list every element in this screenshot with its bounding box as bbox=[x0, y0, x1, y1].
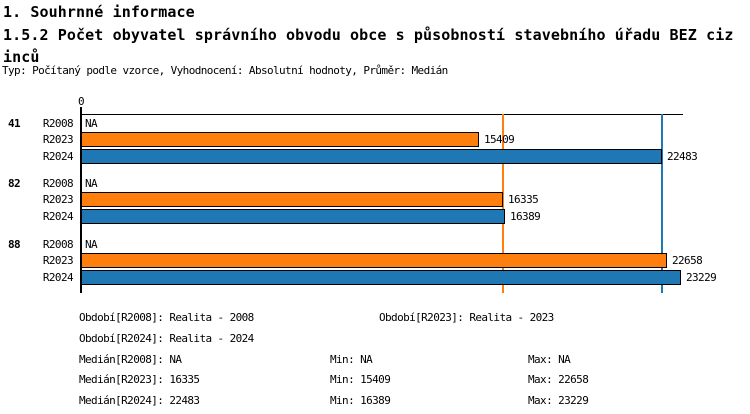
row-label: R2024 bbox=[42, 271, 74, 284]
reference-line bbox=[502, 114, 504, 293]
bar-value-label: 16389 bbox=[510, 210, 541, 223]
bar bbox=[81, 209, 505, 224]
page-title: 1.5.2 Počet obyvatel správního obvodu ob… bbox=[3, 26, 734, 66]
bar-value-label: 22658 bbox=[672, 254, 703, 267]
bar bbox=[81, 149, 662, 164]
legend-cell: Min: NA bbox=[330, 353, 373, 366]
legend-cell: Období[R2023]: Realita - 2023 bbox=[379, 311, 554, 324]
row-label: R2023 bbox=[42, 254, 74, 267]
legend-cell: Medián[R2024]: 22483 bbox=[79, 394, 200, 407]
group-label: 88 bbox=[8, 238, 21, 251]
bar-value-label: 16335 bbox=[508, 193, 539, 206]
bar-value-label: 15409 bbox=[484, 133, 515, 146]
legend-cell: Max: 23229 bbox=[528, 394, 589, 407]
legend-cell: Max: NA bbox=[528, 353, 571, 366]
legend-cell: Medián[R2008]: NA bbox=[79, 353, 182, 366]
row-label: R2008 bbox=[42, 238, 74, 251]
bar bbox=[81, 132, 479, 147]
legend-cell: Min: 15409 bbox=[330, 373, 391, 386]
na-value-label: NA bbox=[85, 177, 98, 190]
row-label: R2008 bbox=[42, 177, 74, 190]
row-label: R2024 bbox=[42, 150, 74, 163]
legend-cell: Medián[R2023]: 16335 bbox=[79, 373, 200, 386]
row-label: R2024 bbox=[42, 210, 74, 223]
row-label: R2023 bbox=[42, 133, 74, 146]
legend-cell: Max: 22658 bbox=[528, 373, 589, 386]
legend-cell: Období[R2024]: Realita - 2024 bbox=[79, 332, 254, 345]
bar bbox=[81, 270, 681, 285]
row-label: R2008 bbox=[42, 117, 74, 130]
bar bbox=[81, 192, 503, 207]
reference-line bbox=[661, 114, 663, 293]
axis-zero-label: 0 bbox=[77, 95, 85, 108]
bar bbox=[81, 253, 667, 268]
x-axis-line bbox=[80, 114, 683, 115]
bar-chart: 0 41 R2008 NA R2023 15409 R2024 22483 82 R2008 NA R… bbox=[8, 95, 717, 293]
na-value-label: NA bbox=[85, 117, 98, 130]
group-label: 41 bbox=[8, 117, 21, 130]
chart-meta: Typ: Počítaný podle vzorce, Vyhodnocení:… bbox=[2, 64, 448, 77]
row-label: R2023 bbox=[42, 193, 74, 206]
legend-cell: Období[R2008]: Realita - 2008 bbox=[79, 311, 254, 324]
section-heading: 1. Souhrnné informace bbox=[3, 3, 195, 21]
na-value-label: NA bbox=[85, 238, 98, 251]
bar-value-label: 23229 bbox=[686, 271, 717, 284]
group-label: 82 bbox=[8, 177, 21, 190]
bar-value-label: 22483 bbox=[667, 150, 698, 163]
legend-cell: Min: 16389 bbox=[330, 394, 391, 407]
